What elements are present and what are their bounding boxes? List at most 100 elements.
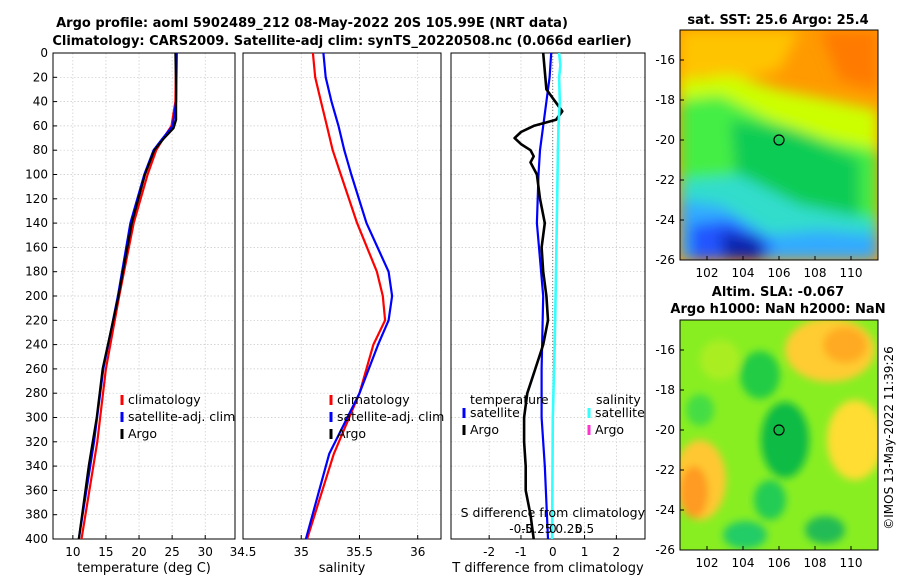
sla-map-title: Altim. SLA: -0.067 [712,285,844,300]
y-tick-label: 80 [33,143,48,157]
map-y-tick-label: -20 [655,133,675,147]
title-line-2: Climatology: CARS2009. Satellite-adj cli… [52,34,631,49]
legend-label: Argo [595,422,624,437]
map-y-tick-label: -22 [655,173,675,187]
y-tick-label: 60 [33,119,48,133]
map-x-tick-label: 104 [732,556,755,570]
temperature-panel: 10 15 20 25 30 temperature (deg C) 0 20 40 60 80 10… [25,46,236,576]
y-tick-label: 0 [40,46,48,60]
y-tick-label: 240 [25,338,48,352]
x-tick-label: 35 [294,545,309,559]
map-y-tick-label: -18 [655,93,675,107]
y-tick-label: 320 [25,435,48,449]
x-tick-label: 2 [613,545,621,559]
x-tick-label: 15 [98,545,113,559]
sla-argo-location-marker [773,424,785,436]
y-tick-label: 360 [25,483,48,497]
map-x-tick-label: 110 [840,266,863,280]
x-tick-label: 20 [131,545,146,559]
map-y-tick-label: -24 [655,213,675,227]
salinity-difference-tick-label: 0.25 [555,522,582,536]
y-tick-label: 340 [25,459,48,473]
salinity-satellite-line [550,52,562,540]
legend-label: satellite [595,405,645,420]
sst-heatmap [680,30,878,260]
legend-label: Argo [337,426,366,441]
legend-label: Argo [470,422,499,437]
map-y-tick-label: -20 [655,423,675,437]
x-tick-label: 34.5 [230,545,257,559]
y-tick-label: 180 [25,265,48,279]
sla-heatmap [680,320,878,550]
legend-label: Argo [128,426,157,441]
map-y-tick-label: -22 [655,463,675,477]
x-tick-label: 25 [164,545,179,559]
y-tick-label: 300 [25,411,48,425]
sla-map-axes: 102 104 106 108 110 -16 -18 -20 -22 -24 -26 [655,343,862,570]
y-tick-label: 280 [25,386,48,400]
salinity-difference-axis-label: S difference from climatology [461,505,646,520]
sst-argo-location-marker [773,134,785,146]
legend-salinity-title: salinity [596,392,641,407]
x-axis-label: T difference from climatology [451,561,644,576]
map-x-tick-label: 108 [804,266,827,280]
legend-label: satellite-adj. clim [128,409,235,424]
y-tick-label: 260 [25,362,48,376]
y-tick-label: 160 [25,240,48,254]
salinity-difference-tick-label: -0.5 [509,522,532,536]
x-tick-label: 35.5 [346,545,373,559]
difference-panel: -2 -1 0 1 2 T difference from climatology S di… [450,52,646,576]
map-y-tick-label: -16 [655,53,675,67]
x-axis-label: temperature (deg C) [77,561,211,576]
x-tick-label: -2 [483,545,495,559]
map-x-tick-label: 108 [804,556,827,570]
y-tick-label: 120 [25,192,48,206]
sst-map-title: sat. SST: 25.6 Argo: 25.4 [687,13,868,28]
argo-line [77,52,178,540]
map-x-tick-label: 102 [696,266,719,280]
y-tick-label: 220 [25,313,48,327]
map-x-tick-label: 110 [840,556,863,570]
x-tick-label: 30 [198,545,213,559]
satellite-adj-line [304,52,394,540]
legend-temperature-title: temperature [470,392,549,407]
y-tick-label: 100 [25,168,48,182]
map-y-tick-label: -26 [655,253,675,267]
map-x-tick-label: 106 [768,556,791,570]
y-tick-label: 40 [33,95,48,109]
map-x-tick-label: 104 [732,266,755,280]
y-tick-label: 20 [33,70,48,84]
sst-map-axes: 102 104 106 108 110 -16 -18 -20 -22 -24 -26 [655,53,862,280]
legend-label: satellite-adj. clim [337,409,444,424]
imos-timestamp-label: ©IMOS 13-May-2022 11:39:26 [882,346,896,530]
map-y-tick-label: -26 [655,543,675,557]
map-x-tick-label: 106 [768,266,791,280]
plot-frame [242,52,442,540]
x-tick-label: 10 [65,545,80,559]
map-x-tick-label: 102 [696,556,719,570]
legend-label: climatology [128,392,201,407]
x-axis-label: salinity [319,561,366,576]
temperature-argo-line [513,52,564,540]
salinity-difference-tick-label: 0 [549,522,557,536]
y-tick-label: 200 [25,289,48,303]
salinity-difference-tick-label: 0.5 [575,522,594,536]
y-tick-label: 400 [25,532,48,546]
salinity-panel: 34.5 35 35.5 36 salinity climatology satellite… [230,52,444,576]
salinity-difference-tick-label: -0.25 [521,522,552,536]
map-y-tick-label: -16 [655,343,675,357]
x-tick-label: -1 [515,545,527,559]
x-tick-label: 1 [581,545,589,559]
y-tick-label: 140 [25,216,48,230]
map-y-tick-label: -24 [655,503,675,517]
sla-map-subtitle: Argo h1000: NaN h2000: NaN [670,302,885,317]
legend-label: satellite [470,405,520,420]
x-tick-label: 0 [549,545,557,559]
x-tick-label: 36 [410,545,425,559]
y-tick-label: 380 [25,508,48,522]
title-line-1: Argo profile: aoml 5902489_212 08-May-20… [56,16,568,31]
legend-label: climatology [337,392,410,407]
map-y-tick-label: -18 [655,383,675,397]
temperature-satellite-line [535,52,553,540]
